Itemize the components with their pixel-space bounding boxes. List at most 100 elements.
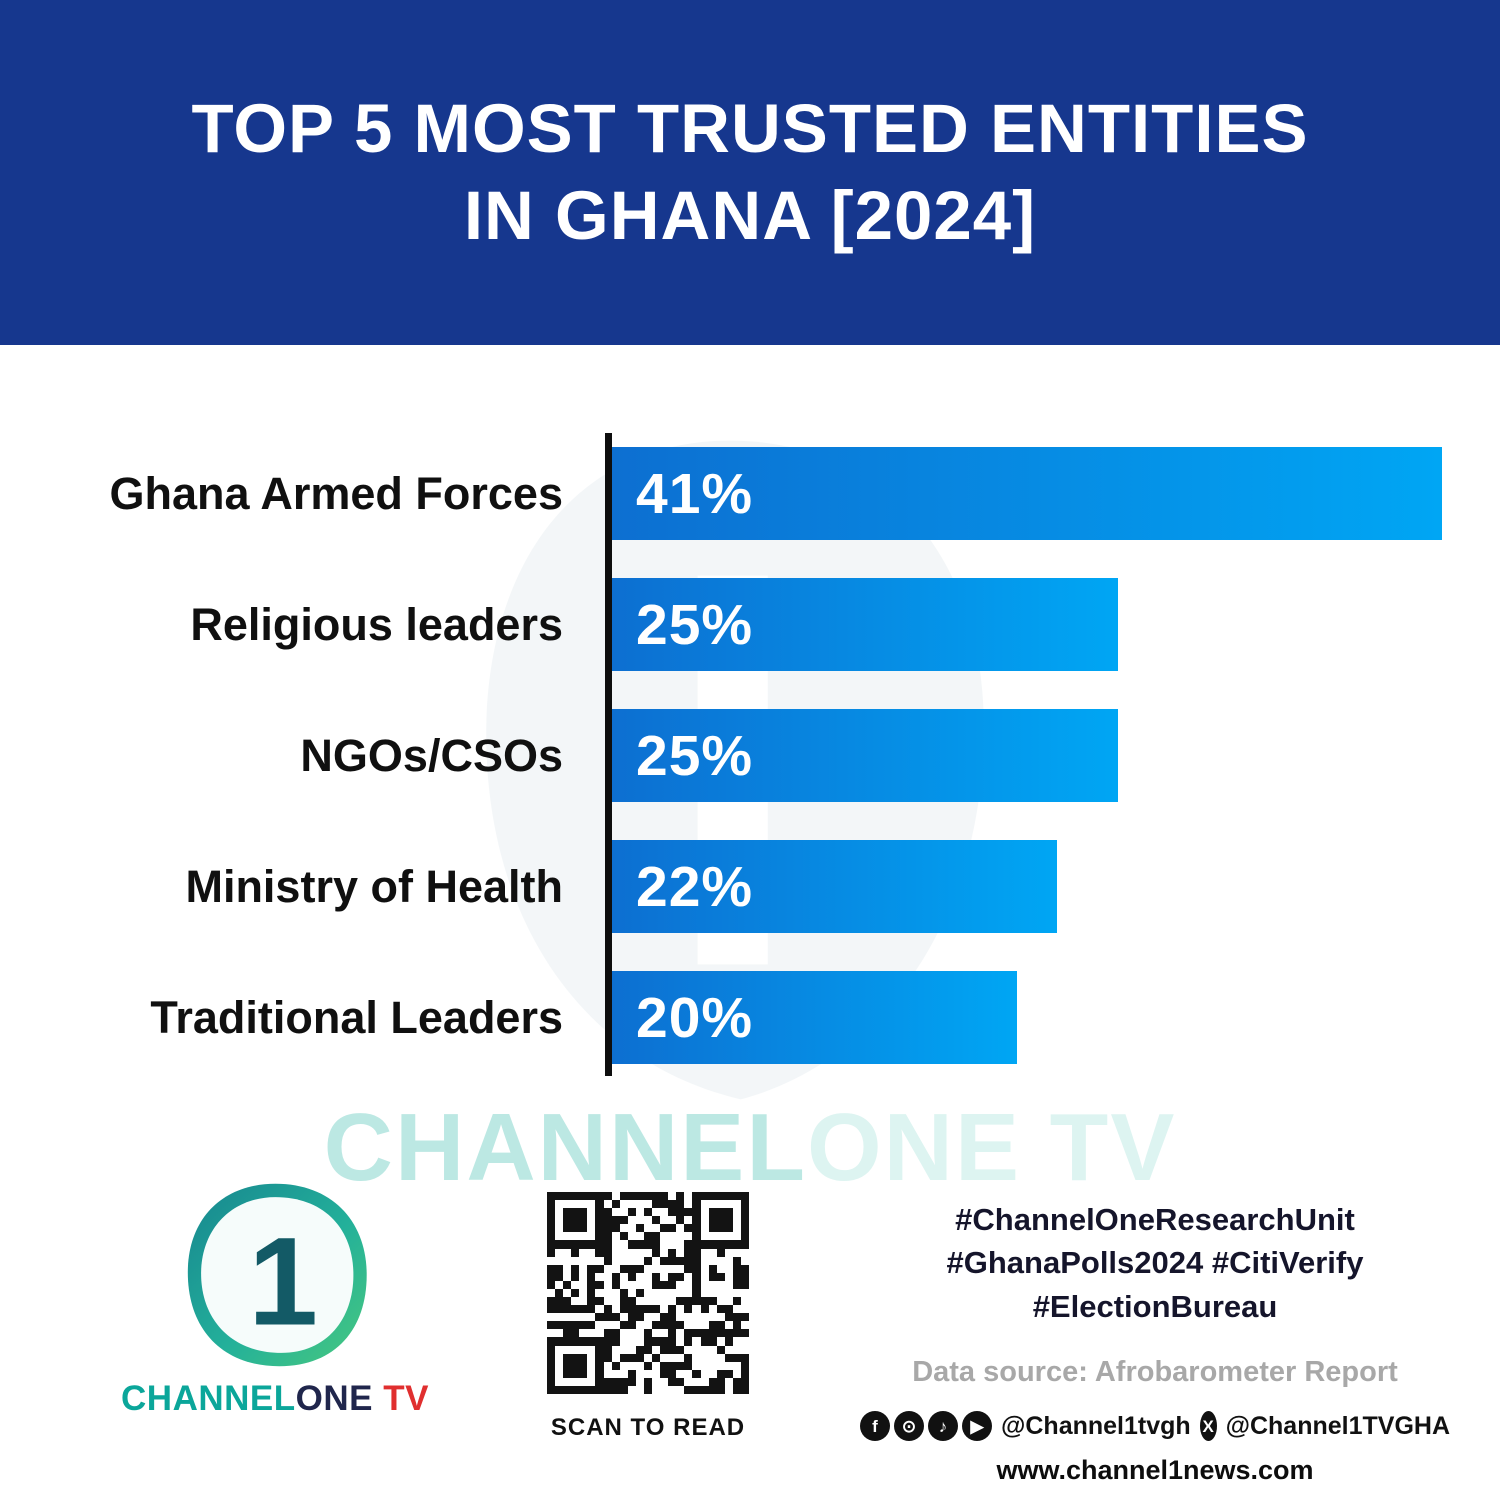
- qr-module: [700, 1216, 709, 1225]
- qr-module: [611, 1353, 620, 1362]
- qr-module: [684, 1345, 693, 1354]
- qr-module: [732, 1232, 741, 1241]
- bar-chart: Ghana Armed Forces 41% Religious leaders 25…: [60, 433, 1442, 1076]
- qr-module: [716, 1305, 725, 1314]
- qr-module: [627, 1305, 636, 1314]
- qr-module: [643, 1248, 653, 1257]
- qr-module: [547, 1297, 556, 1306]
- value-label: 41%: [636, 461, 754, 526]
- qr-module: [732, 1248, 741, 1257]
- qr-module: [684, 1264, 693, 1273]
- qr-module: [563, 1232, 572, 1241]
- qr-module: [595, 1385, 604, 1394]
- qr-module: [692, 1297, 701, 1306]
- qr-module: [547, 1345, 556, 1354]
- qr-module: [643, 1272, 653, 1281]
- qr-module: [627, 1272, 636, 1281]
- qr-module: [603, 1216, 612, 1225]
- qr-module: [652, 1248, 661, 1257]
- qr-module: [603, 1321, 612, 1330]
- qr-module: [555, 1208, 564, 1217]
- qr-module: [643, 1321, 653, 1330]
- qr-module: [652, 1264, 661, 1273]
- qr-module: [660, 1224, 669, 1233]
- qr-module: [563, 1353, 572, 1362]
- qr-module: [579, 1208, 588, 1217]
- qr-module: [652, 1297, 661, 1306]
- qr-module: [700, 1208, 709, 1217]
- qr-module: [716, 1385, 725, 1394]
- bar-row: Ministry of Health 22%: [60, 840, 1442, 933]
- qr-module: [627, 1240, 636, 1249]
- qr-module: [716, 1256, 725, 1265]
- qr-module: [627, 1216, 636, 1225]
- qr-module: [708, 1321, 717, 1330]
- qr-module: [611, 1361, 620, 1370]
- qr-module: [660, 1305, 669, 1314]
- qr-module: [692, 1248, 701, 1257]
- qr-module: [732, 1369, 741, 1378]
- qr-module: [635, 1369, 644, 1378]
- qr-module: [579, 1297, 588, 1306]
- qr-module: [684, 1369, 693, 1378]
- qr-module: [660, 1272, 669, 1281]
- qr-module: [555, 1288, 564, 1298]
- qr-module: [555, 1353, 564, 1362]
- qr-module: [643, 1256, 653, 1265]
- bar-track: 20%: [612, 971, 1442, 1064]
- qr-module: [668, 1377, 677, 1386]
- qr-module: [708, 1288, 717, 1298]
- qr-module: [676, 1256, 685, 1265]
- qr-module: [643, 1305, 653, 1314]
- qr-module: [732, 1361, 741, 1370]
- title-line-1: TOP 5 MOST TRUSTED ENTITIES: [191, 90, 1309, 168]
- qr-module: [684, 1248, 693, 1257]
- qr-module: [563, 1313, 572, 1322]
- qr-module: [555, 1337, 564, 1346]
- qr-module: [563, 1337, 572, 1346]
- qr-module: [547, 1313, 556, 1322]
- qr-module: [627, 1361, 636, 1370]
- bar-track: 41%: [612, 447, 1442, 540]
- qr-module: [595, 1232, 604, 1241]
- qr-module: [587, 1280, 596, 1289]
- qr-module: [716, 1240, 725, 1249]
- qr-module: [571, 1385, 580, 1394]
- qr-module: [555, 1297, 564, 1306]
- qr-module: [676, 1264, 685, 1273]
- qr-module: [740, 1337, 749, 1346]
- qr-module: [555, 1280, 564, 1289]
- qr-module: [579, 1224, 588, 1233]
- qr-module: [700, 1272, 709, 1281]
- qr-module: [635, 1305, 644, 1314]
- qr-module: [643, 1297, 653, 1306]
- qr-module: [619, 1305, 628, 1314]
- qr-module: [676, 1369, 685, 1378]
- qr-module: [724, 1345, 733, 1354]
- qr-module: [587, 1192, 596, 1201]
- qr-module: [692, 1208, 701, 1217]
- qr-module: [595, 1321, 604, 1330]
- qr-module: [563, 1361, 572, 1370]
- qr-module: [716, 1192, 725, 1201]
- wordmark-channel: CHANNEL: [121, 1379, 296, 1418]
- qr-module: [700, 1377, 709, 1386]
- qr-module: [619, 1280, 628, 1289]
- qr-module: [563, 1192, 572, 1201]
- qr-module: [603, 1369, 612, 1378]
- qr-module: [676, 1272, 685, 1281]
- channel-one-wordmark: CHANNELONE TV: [120, 1379, 430, 1419]
- qr-module: [724, 1313, 733, 1322]
- qr-module: [595, 1200, 604, 1209]
- qr-module: [732, 1297, 741, 1306]
- value-label: 25%: [636, 723, 754, 788]
- qr-module: [587, 1337, 596, 1346]
- qr-module: [732, 1192, 741, 1201]
- qr-module: [595, 1272, 604, 1281]
- qr-module: [700, 1297, 709, 1306]
- qr-module: [668, 1329, 677, 1338]
- qr-module: [603, 1264, 612, 1273]
- social-icons: f ⊙ ♪ ▶: [860, 1411, 992, 1442]
- bar: 41%: [612, 447, 1442, 540]
- qr-module: [732, 1256, 741, 1265]
